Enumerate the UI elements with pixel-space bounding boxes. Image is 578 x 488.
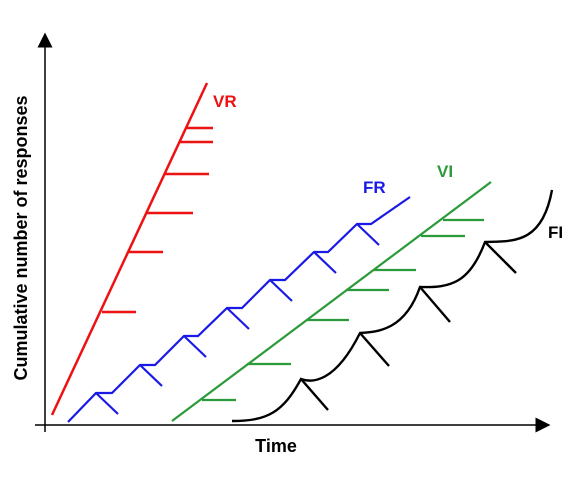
fr-reinforcement-tick	[269, 279, 293, 302]
vr-line	[50, 82, 209, 416]
axes	[35, 32, 551, 433]
fr-curve	[67, 196, 411, 423]
fr-label: FR	[363, 178, 386, 197]
fr-line	[67, 196, 411, 423]
fi-reinforcement-tick	[300, 378, 329, 411]
fi-reinforcement-tick	[359, 332, 390, 367]
vi-curve	[171, 181, 492, 422]
vi-line	[171, 181, 492, 422]
fi-label: FI	[548, 223, 563, 242]
fr-reinforcement-tick	[313, 251, 337, 274]
fr-reinforcement-tick	[356, 223, 380, 246]
fi-reinforcement-tick	[419, 286, 451, 323]
fr-reinforcement-tick	[139, 364, 163, 387]
fr-reinforcement-tick	[226, 307, 250, 330]
y-axis-label: Cumulative number of responses	[11, 95, 31, 380]
fi-curve	[231, 189, 554, 423]
x-axis-label: Time	[255, 436, 297, 456]
fr-reinforcement-tick	[95, 392, 119, 415]
fr-reinforcement-tick	[183, 335, 207, 358]
vr-curve	[50, 82, 213, 416]
vr-label: VR	[213, 92, 237, 111]
fi-line	[231, 189, 554, 423]
fi-reinforcement-tick	[484, 241, 517, 274]
vi-label: VI	[437, 162, 453, 181]
